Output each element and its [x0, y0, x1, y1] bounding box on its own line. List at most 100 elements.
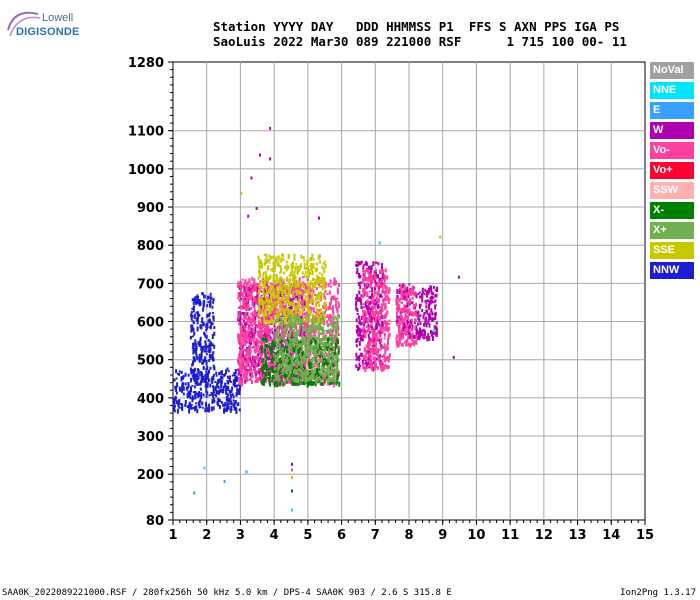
data-point-x-: [314, 352, 317, 357]
data-point-nnw: [198, 394, 201, 397]
data-point-sse: [273, 294, 276, 298]
data-point-x-: [294, 314, 296, 317]
data-point-w: [403, 289, 406, 294]
data-point-vo-: [383, 334, 386, 337]
data-point-w: [257, 358, 260, 364]
data-point-vo-: [243, 299, 246, 304]
data-point-vo-: [247, 303, 250, 306]
data-point-x-: [306, 376, 309, 382]
data-point-vo-: [380, 306, 382, 311]
data-point-vo-: [380, 366, 383, 372]
data-point-x-: [271, 377, 274, 383]
data-point-vo-: [385, 327, 388, 332]
data-point-w: [238, 306, 241, 309]
data-point-x-: [307, 330, 310, 336]
data-point-sse: [303, 259, 306, 262]
data-point-nnw: [191, 395, 194, 401]
data-point-w: [415, 330, 418, 335]
data-point-sse: [311, 292, 314, 298]
data-point-w: [414, 306, 417, 310]
data-point-nnw: [190, 387, 192, 393]
data-point-w: [403, 323, 406, 329]
data-point-nnw: [199, 339, 202, 344]
data-point-x-: [279, 349, 282, 352]
data-point-x-: [301, 376, 304, 379]
data-point-nnw: [212, 376, 215, 380]
data-point-x-: [273, 382, 276, 388]
data-point-x-: [319, 368, 322, 372]
data-point-w: [255, 340, 258, 345]
data-point-x-: [331, 332, 334, 336]
data-point-w: [257, 363, 260, 367]
data-point-vo-: [384, 295, 387, 301]
data-point-vo-: [283, 330, 286, 334]
data-point-w: [241, 311, 244, 315]
data-point-vo-: [381, 361, 384, 364]
data-point-vo-: [256, 377, 259, 381]
data-point-x-: [295, 347, 298, 353]
data-point-x-: [272, 375, 275, 377]
data-point-x-: [303, 382, 306, 386]
data-point-nnw: [195, 311, 198, 314]
data-point-sse: [299, 310, 302, 314]
data-point-vo-: [244, 354, 247, 358]
data-point-vo-: [243, 332, 246, 338]
data-point-sse: [265, 259, 268, 264]
data-point-w: [249, 378, 252, 381]
data-point-vo-: [320, 285, 323, 288]
data-point-x-: [324, 362, 327, 366]
data-point-vo-: [330, 297, 333, 303]
data-point-w: [419, 322, 422, 326]
data-point-vo-: [257, 358, 260, 361]
data-point-x-: [311, 351, 314, 355]
data-point-vo-: [324, 290, 327, 293]
data-point-sse: [302, 294, 305, 297]
data-point-vo-: [253, 355, 256, 360]
data-point-sse: [287, 286, 290, 291]
data-point-vo-: [312, 307, 315, 313]
data-point-x-: [284, 373, 287, 377]
data-point-vo-: [329, 302, 332, 306]
data-point-vo-: [305, 337, 308, 343]
data-point-x-: [269, 367, 272, 371]
data-point-vo-: [257, 344, 260, 348]
data-point-nnw: [231, 386, 234, 391]
data-point-vo-: [292, 352, 294, 356]
data-point-sse: [258, 309, 261, 314]
data-point-vo-: [397, 321, 400, 325]
data-point-vo-: [386, 321, 389, 327]
data-point-sse: [306, 304, 309, 309]
data-point-x-: [331, 353, 334, 359]
data-point-x-: [272, 376, 275, 379]
data-point-x-: [316, 367, 319, 370]
data-point-vo-: [256, 370, 259, 374]
data-point-sse: [273, 314, 276, 317]
data-point-vo-: [401, 342, 404, 347]
data-point-sse: [258, 306, 261, 311]
data-point-sse: [293, 290, 296, 293]
data-point-x-: [335, 328, 338, 331]
data-point-w: [355, 260, 358, 263]
data-point-vo-: [373, 340, 376, 345]
data-point-sse: [274, 295, 277, 299]
data-point-sse: [270, 316, 273, 319]
data-point-vo-: [244, 344, 247, 346]
data-point-w: [246, 312, 249, 316]
data-point-sse: [303, 274, 306, 279]
data-point-w: [264, 289, 266, 294]
data-point-sse: [262, 271, 265, 274]
data-point-sse: [309, 272, 312, 276]
data-point-x-: [331, 362, 334, 367]
data-point-vo-: [388, 356, 391, 361]
data-point-w: [281, 344, 284, 349]
data-point-w: [411, 301, 414, 305]
data-point-w: [365, 363, 368, 369]
data-point-sse: [310, 287, 313, 290]
data-point-sse: [269, 321, 272, 325]
data-point-nnw: [193, 297, 196, 303]
data-point-vo-: [243, 303, 246, 309]
data-point-vo-: [373, 332, 376, 335]
data-point-x-: [334, 322, 337, 326]
data-point-sse: [309, 298, 312, 304]
data-point-nnw: [225, 369, 228, 375]
